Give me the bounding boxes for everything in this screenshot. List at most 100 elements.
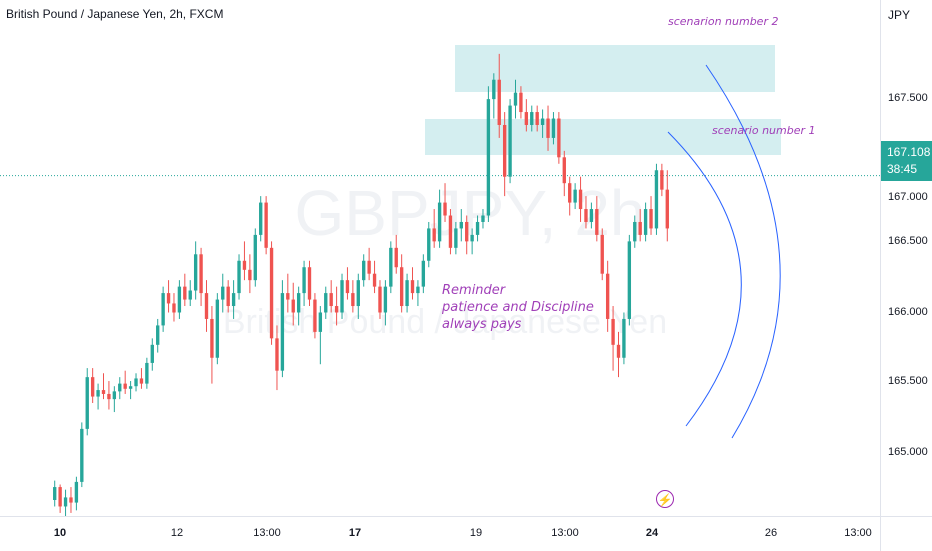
- candle-body: [660, 170, 664, 190]
- candle: [221, 273, 225, 313]
- candle: [90, 368, 95, 404]
- candle-body: [481, 215, 485, 222]
- candle: [101, 373, 106, 400]
- candle: [275, 325, 279, 391]
- candle: [161, 286, 165, 332]
- candle-body: [416, 286, 420, 294]
- candle: [638, 209, 642, 242]
- candle: [362, 254, 366, 287]
- candle-body: [345, 280, 350, 294]
- candle: [329, 280, 333, 313]
- candle: [188, 280, 192, 307]
- candle-body: [145, 362, 149, 384]
- reminder-note[interactable]: Reminder patience and Discipline always …: [442, 282, 594, 333]
- candle-body: [183, 286, 187, 300]
- candle-body: [367, 260, 371, 274]
- candle: [551, 112, 556, 145]
- candle: [367, 247, 371, 281]
- candle-body: [665, 189, 669, 229]
- candle-body: [302, 267, 306, 294]
- candle-body: [204, 293, 209, 319]
- candle-body: [465, 221, 469, 242]
- candle: [519, 86, 523, 119]
- candle: [112, 386, 117, 413]
- candle: [53, 480, 57, 507]
- candle-body: [389, 247, 393, 287]
- candle-body: [237, 260, 241, 294]
- candle-body: [253, 234, 257, 281]
- candle: [654, 163, 659, 235]
- time-axis[interactable]: [0, 516, 880, 551]
- candle-body: [524, 112, 529, 125]
- candle: [475, 215, 480, 242]
- candle: [643, 202, 648, 242]
- scenario-2-label[interactable]: scenarion number 2: [668, 15, 779, 28]
- candle-body: [269, 247, 274, 339]
- candle: [226, 280, 230, 313]
- candle: [524, 99, 529, 132]
- candle-body: [307, 267, 312, 300]
- candle: [340, 273, 344, 319]
- candle: [448, 209, 453, 255]
- candle-body: [351, 293, 355, 307]
- candle-body: [80, 428, 84, 482]
- candle: [665, 170, 669, 242]
- candle: [145, 357, 149, 389]
- candle-body: [248, 269, 252, 281]
- candle: [307, 260, 312, 307]
- candle: [139, 368, 144, 389]
- candle-body: [616, 344, 621, 358]
- candle-body: [605, 273, 610, 319]
- candle: [502, 112, 507, 197]
- candle: [378, 280, 382, 319]
- reminder-line: patience and Discipline: [442, 300, 594, 315]
- candle-body: [432, 228, 436, 242]
- candle-body: [356, 280, 360, 307]
- candle-body: [63, 497, 68, 507]
- candle-body: [399, 267, 404, 307]
- candle-body: [90, 377, 95, 397]
- candle-body: [486, 99, 491, 216]
- candle: [345, 267, 350, 300]
- candle: [318, 306, 323, 365]
- candle: [389, 241, 393, 294]
- candle: [562, 150, 566, 197]
- candle: [443, 183, 447, 222]
- candle-body: [101, 390, 106, 394]
- candle-body: [334, 306, 339, 313]
- candle-body: [188, 290, 192, 300]
- candle: [242, 241, 247, 281]
- candle: [193, 241, 198, 300]
- candle-body: [231, 293, 236, 307]
- candle-body: [291, 299, 295, 313]
- candle-body: [394, 247, 398, 268]
- candle-body: [193, 254, 198, 291]
- candle-body: [562, 157, 566, 184]
- candle: [199, 247, 203, 307]
- candle: [69, 487, 73, 513]
- candle-body: [123, 383, 127, 389]
- candle: [172, 293, 176, 322]
- candle-body: [448, 215, 453, 248]
- candle: [573, 183, 577, 210]
- candle: [302, 260, 306, 307]
- candle-body: [383, 286, 388, 313]
- candle: [633, 215, 637, 248]
- candle: [85, 368, 89, 436]
- candle: [578, 176, 583, 222]
- candle-body: [74, 481, 79, 503]
- candle: [497, 53, 501, 138]
- candle: [63, 489, 68, 520]
- candle-body: [221, 286, 225, 300]
- candle-body: [568, 183, 572, 203]
- lightning-icon[interactable]: ⚡: [656, 490, 674, 508]
- candle: [421, 254, 426, 294]
- price-axis[interactable]: [880, 0, 932, 516]
- candle: [416, 280, 420, 307]
- candle: [96, 383, 100, 410]
- candle-body: [535, 112, 539, 125]
- scenario-1-label[interactable]: scenario number 1: [712, 124, 816, 137]
- candle-body: [53, 487, 57, 500]
- candle: [215, 293, 220, 365]
